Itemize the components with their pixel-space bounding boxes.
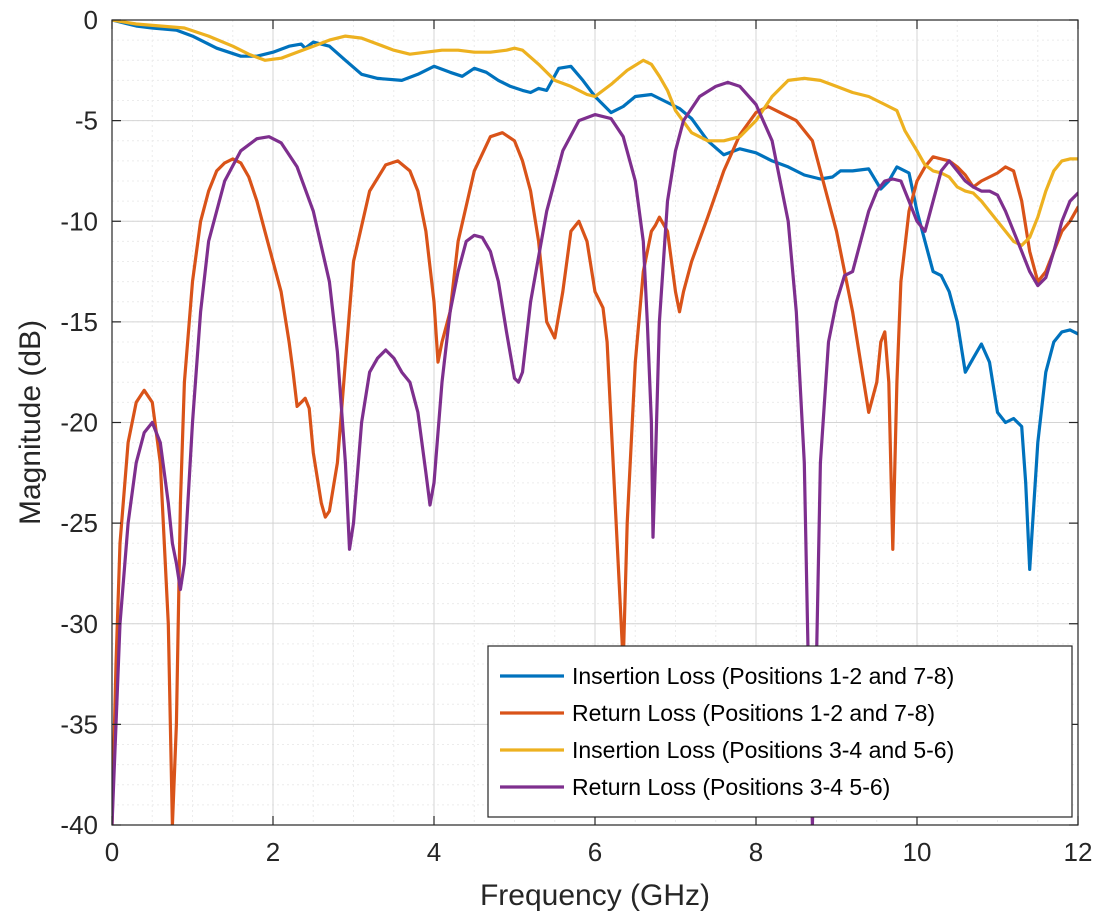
legend-label: Return Loss (Positions 1-2 and 7-8) [572,700,935,726]
x-axis-title: Frequency (GHz) [480,879,710,912]
series-line-4 [112,80,1078,825]
legend-box [487,645,1073,818]
y-tick-label: 0 [84,5,98,35]
x-tick-label: 12 [1064,837,1093,867]
y-tick-label: -20 [60,408,98,438]
x-axis: 0 2 4 6 8 10 12 [105,20,1093,867]
legend-label: Return Loss (Positions 3-4 5-6) [572,774,890,800]
y-tick-label: -15 [60,307,98,337]
x-tick-label: 10 [903,837,932,867]
x-tick-label: 0 [105,837,119,867]
legend-label: Insertion Loss (Positions 1-2 and 7-8) [572,663,954,689]
x-tick-label: 6 [588,837,602,867]
x-tick-label: 2 [266,837,280,867]
y-tick-label: -5 [75,106,98,136]
x-tick-label: 8 [749,837,763,867]
y-tick-label: -10 [60,206,98,236]
plot-area [112,20,1078,825]
series-layer [112,20,1078,825]
y-tick-label: -25 [60,508,98,538]
legend-label: Insertion Loss (Positions 3-4 and 5-6) [572,737,954,763]
legend: Insertion Loss (Positions 1-2 and 7-8) Re… [487,645,1073,818]
y-axis: 0 -5 -10 -15 -20 -25 -30 -35 -40 [60,5,1078,840]
x-tick-label: 4 [427,837,441,867]
y-tick-label: -35 [60,709,98,739]
y-axis-title: Magnitude (dB) [14,320,47,525]
y-tick-label: -40 [60,810,98,840]
series-line-1 [112,20,1078,572]
series-line-3 [112,20,1078,247]
y-tick-label: -30 [60,609,98,639]
series-line-2 [112,104,1078,825]
